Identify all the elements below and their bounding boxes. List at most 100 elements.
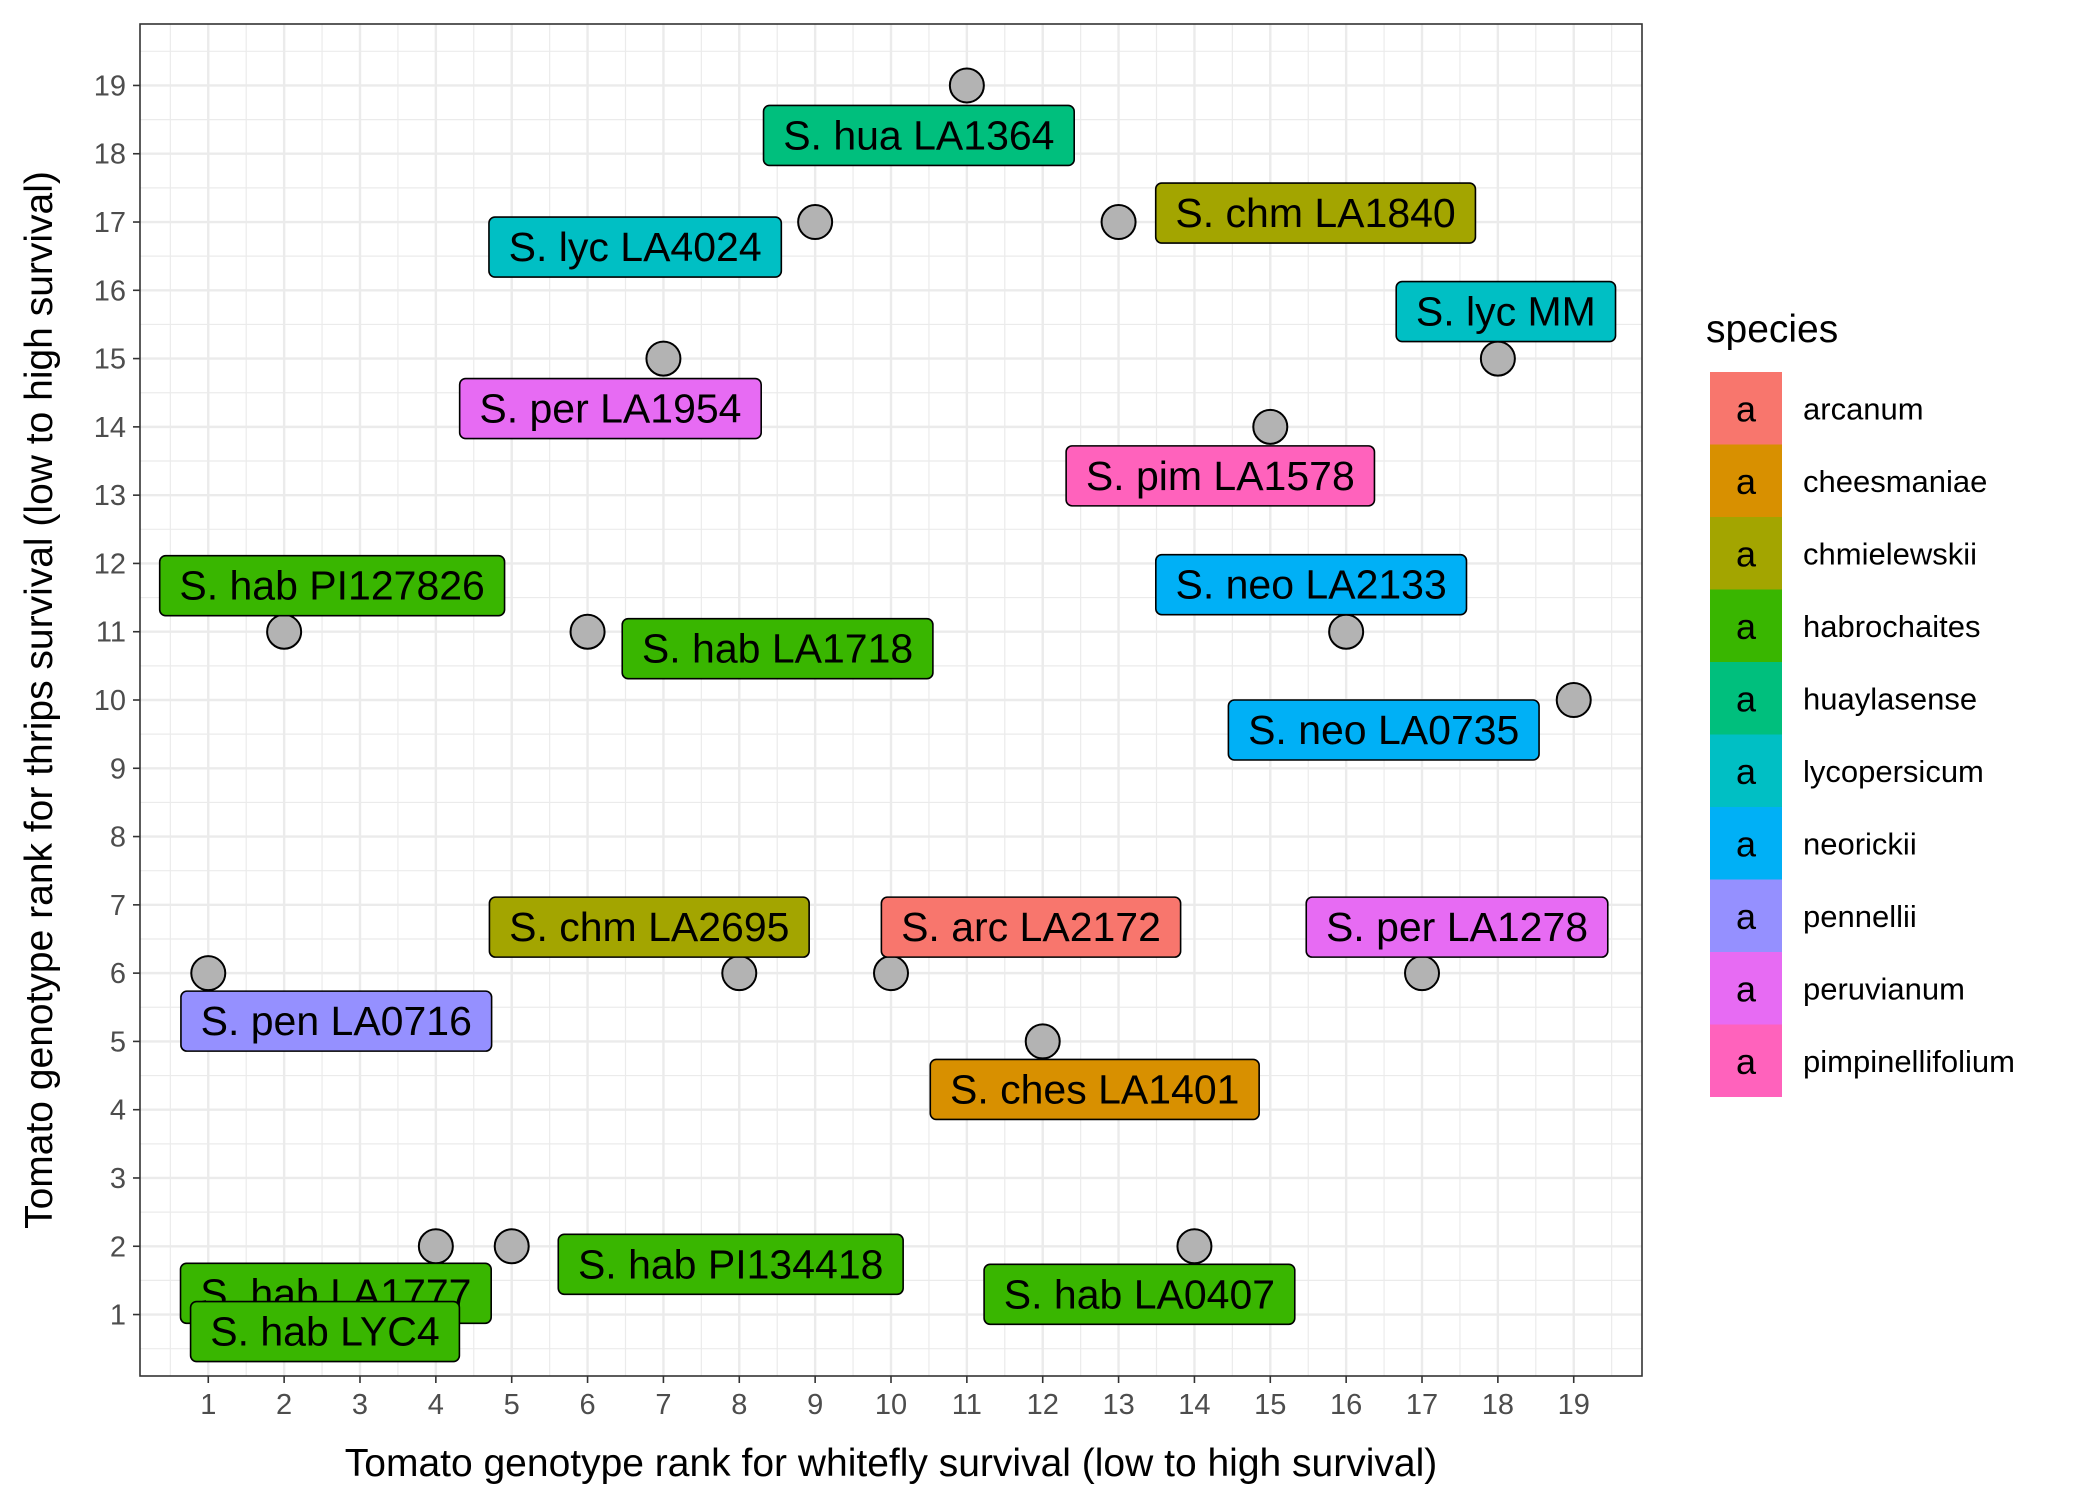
legend-item: a habrochaites: [1710, 589, 1981, 662]
data-point: [417, 1228, 454, 1265]
point-labels: S. hua LA1364 S. chm LA1840 S. lyc LA4024 S…: [158, 104, 1617, 1363]
legend-item: a lycopersicum: [1710, 734, 1984, 807]
point-label: S. per LA1278: [1305, 896, 1609, 958]
legend-key: [1710, 589, 1782, 662]
point-label-text: S. arc LA2172: [901, 904, 1161, 950]
x-tick-label: 10: [875, 1389, 907, 1421]
point-label-box: [983, 1263, 1296, 1326]
point-label-text: S. pim LA1578: [1086, 453, 1355, 499]
point-label: S. pim LA1578: [1065, 445, 1376, 507]
x-tick-label: 8: [731, 1389, 747, 1421]
y-tick-label: 15: [94, 344, 126, 376]
point-label-box: [762, 104, 1075, 167]
point-label: S. hab LYC4: [189, 1300, 461, 1363]
point-label-text: S. hab LYC4: [210, 1309, 439, 1355]
legend-key-glyph: a: [1736, 823, 1757, 864]
legend-key: [1710, 734, 1782, 807]
data-point: [948, 67, 985, 104]
legend-key: [1710, 662, 1782, 735]
data-point: [1176, 1228, 1213, 1265]
point-label-box: [1395, 280, 1617, 343]
point-label-box: [180, 990, 493, 1052]
y-tick-label: 5: [110, 1026, 126, 1058]
point-label-box: [488, 896, 810, 958]
x-tick-label: 19: [1558, 1389, 1590, 1421]
data-point: [1404, 955, 1441, 992]
point-label-text: S. pen LA0716: [201, 998, 472, 1044]
legend-label: cheesmaniae: [1803, 464, 1987, 499]
legend-label: lycopersicum: [1803, 754, 1984, 789]
point-label: S. hab LA0407: [983, 1263, 1296, 1326]
point-label-text: S. ches LA1401: [950, 1066, 1239, 1112]
legend-item: a arcanum: [1710, 372, 1924, 445]
legend-label: chmielewskii: [1803, 536, 1977, 571]
point-label-box: [880, 896, 1182, 958]
y-tick-label: 10: [94, 685, 126, 717]
legend-item: a pimpinellifolium: [1710, 1024, 2015, 1097]
y-tick-label: 3: [110, 1163, 126, 1195]
x-axis-title: Tomato genotype rank for whitefly surviv…: [345, 1442, 1437, 1485]
x-tick-label: 16: [1330, 1389, 1362, 1421]
point-label-box: [1154, 182, 1477, 244]
x-tick-label: 17: [1406, 1389, 1438, 1421]
y-tick-label: 4: [110, 1095, 126, 1127]
y-tick-label: 12: [94, 548, 126, 580]
x-tick-label: 13: [1102, 1389, 1134, 1421]
point-label-box: [458, 377, 762, 440]
point-label-box: [557, 1233, 904, 1296]
x-tick-label: 3: [352, 1389, 368, 1421]
point-label-text: S. per LA1278: [1326, 904, 1588, 950]
legend-item: a huaylasense: [1710, 662, 1977, 735]
x-tick-label: 5: [504, 1389, 520, 1421]
legend-item: a cheesmaniae: [1710, 444, 1987, 517]
data-point: [1252, 408, 1289, 445]
point-label: S. neo LA2133: [1155, 553, 1468, 616]
x-tick-label: 2: [276, 1389, 292, 1421]
legend: species a arcanum a cheesmaniae a chmielewski…: [1706, 308, 2015, 1097]
point-label: S. hua LA1364: [762, 104, 1075, 167]
legend-key: [1710, 517, 1782, 590]
x-tick-label: 14: [1178, 1389, 1210, 1421]
point-label: S. hab PI127826: [158, 554, 506, 617]
point-label-text: S. lyc MM: [1416, 289, 1596, 335]
point-label-box: [1227, 699, 1540, 761]
y-tick-label: 1: [110, 1300, 126, 1332]
y-tick-label: 18: [94, 139, 126, 171]
legend-item: a peruvianum: [1710, 952, 1965, 1025]
data-point: [645, 340, 682, 377]
legend-label: pimpinellifolium: [1803, 1044, 2015, 1079]
legend-title: species: [1706, 308, 1838, 351]
x-tick-label: 18: [1482, 1389, 1514, 1421]
point-label-box: [1065, 445, 1376, 507]
point-label-text: S. lyc LA4024: [509, 224, 762, 270]
legend-item: a pennellii: [1710, 879, 1917, 952]
data-point: [266, 613, 303, 650]
x-tick-label: 7: [655, 1389, 671, 1421]
point-label-box: [929, 1058, 1260, 1121]
point-label: S. chm LA1840: [1154, 182, 1477, 244]
point-label-box: [621, 617, 934, 680]
legend-key-glyph: a: [1736, 606, 1757, 647]
y-axis-title: Tomato genotype rank for thrips survival…: [18, 171, 61, 1229]
point-label-box: [189, 1300, 461, 1363]
legend-label: arcanum: [1803, 391, 1924, 426]
data-point: [873, 955, 909, 992]
y-tick-label: 7: [110, 890, 126, 922]
axis-ticks: 1 2 3 4 5 6 7 8 9 10 11 12 13 14 15 16 17 18 1912345678910…: [94, 70, 1590, 1421]
y-tick-label: 14: [94, 412, 126, 444]
y-tick-label: 8: [110, 822, 126, 854]
legend-key-glyph: a: [1736, 896, 1757, 937]
legend-key: [1710, 952, 1782, 1025]
legend-item: a chmielewskii: [1710, 517, 1977, 590]
legend-key-glyph: a: [1736, 751, 1757, 792]
y-tick-label: 13: [94, 480, 126, 512]
data-point: [1328, 613, 1365, 650]
point-label: S. hab PI134418: [557, 1233, 904, 1296]
y-tick-label: 16: [94, 275, 126, 307]
y-tick-label: 17: [94, 207, 126, 239]
x-tick-label: 6: [579, 1389, 595, 1421]
legend-key: [1710, 372, 1782, 445]
point-label-text: S. hab LA1718: [642, 626, 913, 672]
data-point: [797, 204, 834, 241]
